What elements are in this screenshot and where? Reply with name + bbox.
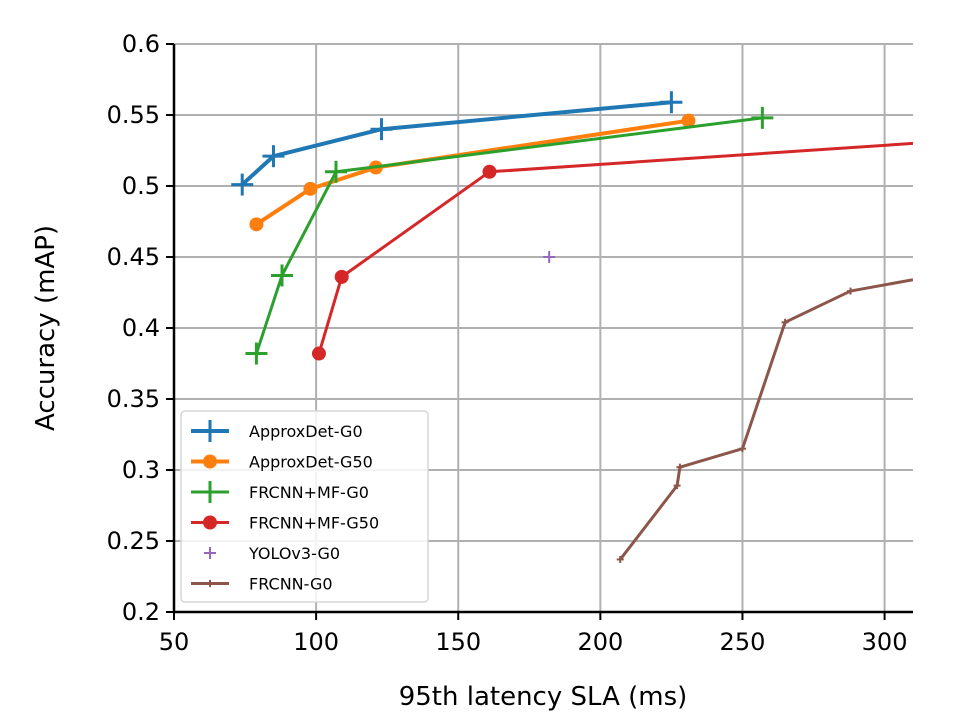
- series-frcnn-mf-g0: [245, 106, 774, 365]
- y-axis-label: Accuracy (mAP): [31, 225, 61, 431]
- x-tick-label: 300: [862, 628, 908, 656]
- series-approxdet-g0-point: [370, 118, 393, 141]
- series-frcnn-mf-g0-line: [255, 116, 763, 355]
- legend-frcnn-mf-g50: FRCNN+MF-G50: [191, 514, 379, 533]
- series-approxdet-g50: [249, 113, 696, 232]
- x-tick-label: 200: [577, 628, 623, 656]
- series-frcnn-g0-point: [781, 318, 789, 326]
- series-approxdet-g50-point: [249, 217, 264, 232]
- series-yolov3-g0-point: [543, 251, 556, 263]
- series-layer: [231, 91, 913, 563]
- series-frcnn-g0-point: [676, 463, 684, 471]
- legend-approxdet-g0-label: ApproxDet-G0: [249, 422, 363, 441]
- series-approxdet-g0-point: [262, 145, 285, 168]
- series-yolov3-g0: [543, 251, 556, 263]
- series-frcnn-mf-g0-point: [271, 264, 294, 287]
- x-axis-label: 95th latency SLA (ms): [399, 682, 688, 712]
- legend-approxdet-g50-point: [203, 454, 217, 469]
- series-frcnn-mf-g0-point: [325, 160, 348, 183]
- series-frcnn-mf-g50-line: [317, 141, 913, 354]
- series-frcnn-mf-g50-point: [311, 346, 326, 361]
- series-frcnn-g0-point: [738, 445, 746, 453]
- legend-yolov3-g0-label: YOLOv3-G0: [248, 544, 340, 563]
- series-approxdet-g0-line: [240, 100, 672, 187]
- tick-labels: 50 100 150 200 250 300 0.2 0.25 0.3 0.35 0.4 0.45 0.…: [107, 30, 908, 656]
- series-approxdet-g0-point: [660, 91, 683, 114]
- legend-frcnn-mf-g0: FRCNN+MF-G0: [191, 481, 369, 503]
- legend-approxdet-g0: ApproxDet-G0: [191, 420, 363, 442]
- y-tick-label: 0.3: [122, 456, 160, 484]
- y-tick-label: 0.35: [107, 385, 160, 413]
- x-tick-label: 250: [720, 628, 766, 656]
- series-frcnn-mf-g0-point: [245, 342, 268, 365]
- series-approxdet-g0-point: [231, 173, 254, 196]
- series-approxdet-g50-point: [681, 113, 696, 128]
- series-approxdet-g50-line: [255, 118, 689, 227]
- legend-frcnn-mf-g0-point: [199, 481, 221, 503]
- y-tick-label: 0.2: [122, 598, 160, 626]
- series-frcnn-g0-point: [846, 287, 854, 295]
- legend-frcnn-g0-point: [206, 580, 214, 587]
- series-approxdet-g50-point: [303, 181, 318, 196]
- legend-frcnn-mf-g50-point: [203, 515, 217, 530]
- series-approxdet-g0: [231, 91, 683, 196]
- x-tick-label: 100: [293, 628, 339, 656]
- y-tick-label: 0.4: [122, 314, 160, 342]
- series-frcnn-mf-g50-point: [482, 164, 497, 179]
- y-tick-label: 0.5: [122, 172, 160, 200]
- legend-approxdet-g0-point: [199, 420, 221, 442]
- legend-approxdet-g50: ApproxDet-G50: [191, 453, 373, 472]
- legend-yolov3-g0: YOLOv3-G0: [204, 544, 340, 563]
- y-tick-label: 0.55: [107, 101, 160, 129]
- legend-frcnn-g0-label: FRCNN-G0: [249, 575, 333, 594]
- legend-frcnn-mf-g50-label: FRCNN+MF-G50: [249, 514, 379, 533]
- legend-frcnn-g0: FRCNN-G0: [191, 575, 333, 594]
- series-frcnn-g0-point: [616, 555, 624, 563]
- series-frcnn-g0: [616, 278, 913, 563]
- legend: ApproxDet-G0 ApproxDet-G50 FRCNN+MF-G0 FRCN…: [180, 410, 429, 603]
- x-tick-label: 50: [159, 628, 190, 656]
- legend-box: [180, 410, 429, 603]
- series-frcnn-mf-g0-point: [751, 106, 774, 129]
- series-frcnn-g0-line: [619, 278, 913, 561]
- legend-frcnn-mf-g0-label: FRCNN+MF-G0: [249, 483, 369, 502]
- y-tick-label: 0.6: [122, 30, 160, 58]
- axes: [166, 43, 913, 620]
- y-tick-label: 0.45: [107, 243, 160, 271]
- series-frcnn-mf-g50-point: [334, 269, 349, 284]
- legend-approxdet-g50-label: ApproxDet-G50: [249, 453, 373, 472]
- series-frcnn-mf-g50: [311, 141, 913, 361]
- y-tick-label: 0.25: [107, 527, 160, 555]
- legend-yolov3-g0-point: [204, 547, 216, 559]
- x-tick-label: 150: [435, 628, 481, 656]
- series-frcnn-g0-point: [673, 482, 681, 490]
